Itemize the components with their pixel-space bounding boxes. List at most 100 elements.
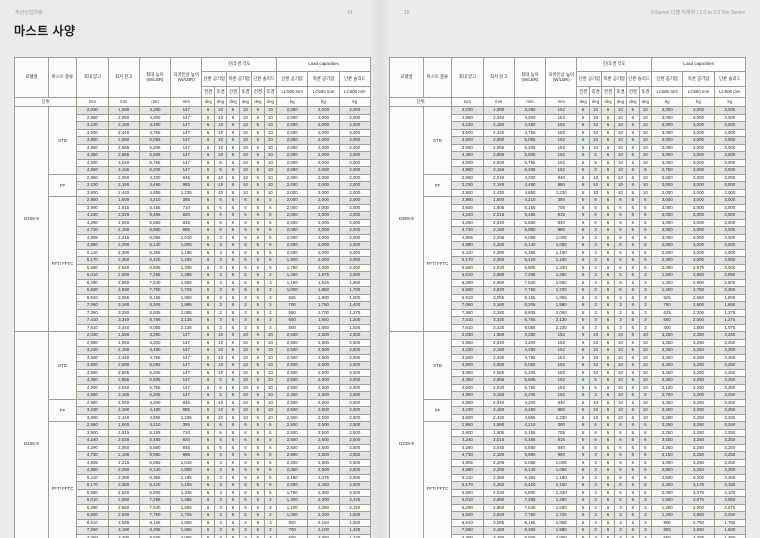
spec-value-cell: 6 xyxy=(601,518,615,527)
spec-value-cell: 1,600 xyxy=(713,526,747,535)
spec-value-cell: 10 xyxy=(263,368,278,377)
spec-value-cell: 2,000 xyxy=(276,481,309,490)
spec-value-cell: 3,500 xyxy=(451,353,484,362)
spec-value-cell: 2,000 xyxy=(307,173,340,182)
spec-value-cell: 6 xyxy=(626,331,640,340)
spec-value-cell: 2,000 xyxy=(338,106,372,115)
spec-value-cell: 4,500 xyxy=(451,383,484,392)
spec-value-cell: 3 xyxy=(613,308,628,317)
spec-value-cell: 147 xyxy=(170,368,203,377)
spec-value-cell: 7,255 xyxy=(138,271,172,280)
spec-value-cell: 1,010 xyxy=(170,233,203,242)
spec-row: 3,950 2,665 5,205 147 6 10 6 10 6 10 2,500 2,500 2,5… xyxy=(15,368,372,377)
spec-value-cell: 6 xyxy=(226,188,240,197)
col-header-load-sub-2: 단륜 솔리드 xyxy=(338,71,372,87)
spec-value-cell: 3,280 xyxy=(138,106,172,115)
spec-value-cell: 10 xyxy=(638,121,653,130)
spec-value-cell: 1,000 xyxy=(276,286,309,295)
spec-value-cell: 6 xyxy=(601,481,615,490)
spec-value-cell: 10 xyxy=(263,151,278,160)
spec-value-cell: 6 xyxy=(576,173,590,182)
spec-value-cell: 815 xyxy=(545,436,578,445)
spec-value-cell: 6 xyxy=(626,436,640,445)
spec-value-cell: 6 xyxy=(251,113,265,122)
spec-value-cell: 3,280 xyxy=(482,308,515,317)
spec-value-cell: 2,500 xyxy=(338,466,372,475)
spec-value-cell: 8,155 xyxy=(513,293,547,302)
mast-spec-table-left-page: 모델명 마스트 종류 최대 양고 최저 천고 최대 높이 (W/LBR) 자유인상 높이 … xyxy=(13,57,372,538)
spec-value-cell: 3,000 xyxy=(713,136,747,145)
spec-value-cell: 4,200 xyxy=(513,398,547,407)
spec-value-cell: 5,170 xyxy=(451,256,484,265)
spec-value-cell: 800 xyxy=(276,518,309,527)
spec-value-cell: 4,290 xyxy=(76,443,109,452)
spec-value-cell: 2,500 xyxy=(338,436,372,445)
spec-value-cell: 5,485 xyxy=(513,436,547,445)
spec-value-cell: 2,655 xyxy=(482,143,515,152)
spec-value-cell: 3,230 xyxy=(76,181,109,190)
spec-value-cell: 6 xyxy=(601,421,615,430)
spec-value-cell: 6 xyxy=(576,256,590,265)
spec-value-cell: 1,180 xyxy=(545,248,578,257)
spec-value-cell: 6 xyxy=(201,256,215,265)
spec-value-cell: 3 xyxy=(263,526,278,535)
spec-value-cell: 152 xyxy=(545,136,578,145)
spec-value-cell: 10 xyxy=(613,113,628,122)
spec-value-cell: 3 xyxy=(213,278,228,287)
spec-value-cell: 3,000 xyxy=(713,143,747,152)
spec-value-cell: 1,580 xyxy=(482,331,515,340)
spec-value-cell: 3 xyxy=(613,301,628,310)
spec-row: 4,240 2,015 5,485 815 6 6 6 6 6 6 3,250 3,250 3,250 xyxy=(390,436,747,445)
unit-cell: mm xyxy=(451,97,484,107)
spec-value-cell: 4,200 xyxy=(138,173,172,182)
spec-value-cell: 5,980 xyxy=(513,451,547,460)
spec-value-cell: 6,055 xyxy=(138,233,172,242)
spec-value-cell: 2,950 xyxy=(451,113,484,122)
spec-value-cell: 6 xyxy=(201,413,215,422)
spec-value-cell: 10 xyxy=(213,113,228,122)
spec-value-cell: 3 xyxy=(213,323,228,332)
spec-value-cell: 10 xyxy=(588,143,603,152)
spec-value-cell: 650 xyxy=(651,533,684,538)
spec-value-cell: 6 xyxy=(201,248,215,257)
spec-row: 7,060 3,180 8,305 1,980 6 3 6 3 6 3 850 2,550 1,600 xyxy=(390,526,747,535)
spec-value-cell: 6 xyxy=(226,323,240,332)
spec-value-cell: 152 xyxy=(545,376,578,385)
spec-value-cell: 6 xyxy=(638,211,653,220)
spec-value-cell: 10 xyxy=(588,173,603,182)
spec-value-cell: 4,200 xyxy=(138,113,172,122)
spec-value-cell: 6 xyxy=(613,248,628,257)
spec-value-cell: 147 xyxy=(170,136,203,145)
spec-row: 4,805 2,215 6,055 1,010 6 3 6 6 6 6 2,400 2,500 2,50… xyxy=(15,458,372,467)
spec-value-cell: 6 xyxy=(226,481,240,490)
spec-value-cell: 2,500 xyxy=(307,413,340,422)
series-title: 9 Series 디젤 지게차 | 2.0 to 3.3 Ton Series xyxy=(651,10,745,16)
spec-value-cell: 6 xyxy=(251,421,265,430)
spec-value-cell: 3,000 xyxy=(713,241,747,250)
spec-value-cell: 6 xyxy=(251,518,265,527)
spec-value-cell: 2,000 xyxy=(276,241,309,250)
spec-value-cell: 6,205 xyxy=(513,166,547,175)
spec-value-cell: 147 xyxy=(170,166,203,175)
spec-value-cell: 10 xyxy=(613,376,628,385)
spec-value-cell: 3,800 xyxy=(451,188,484,197)
spec-value-cell: 5 xyxy=(238,511,253,520)
spec-value-cell: 6,805 xyxy=(513,488,547,497)
spec-value-cell: 2,350 xyxy=(482,256,515,265)
spec-value-cell: 2,000 xyxy=(651,263,684,272)
spec-value-cell: 2,580 xyxy=(482,361,515,370)
spec-value-cell: 3,250 xyxy=(682,466,715,475)
spec-value-cell: 3,800 xyxy=(76,361,109,370)
spec-value-cell: 6 xyxy=(613,211,628,220)
spec-value-cell: 4,350 xyxy=(451,151,484,160)
spec-value-cell: 3 xyxy=(588,458,603,467)
spec-value-cell: 10 xyxy=(238,331,253,340)
spec-row: 3,500 2,430 4,755 152 6 10 6 10 6 10 3,250 3,250 3,2… xyxy=(390,353,747,362)
spec-value-cell: 2,540 xyxy=(107,263,140,272)
spec-value-cell: 6 xyxy=(601,241,615,250)
spec-value-cell: 1,550 xyxy=(338,518,372,527)
spec-value-cell: 3,250 xyxy=(651,436,684,445)
spec-value-cell: 5 xyxy=(213,443,228,452)
spec-value-cell: 3,000 xyxy=(682,143,715,152)
spec-value-cell: 3,250 xyxy=(682,361,715,370)
